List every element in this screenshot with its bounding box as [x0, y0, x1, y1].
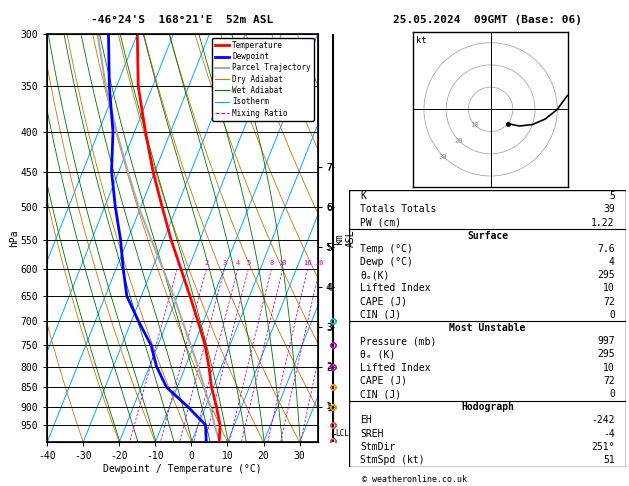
- Text: 72: 72: [603, 296, 615, 307]
- Text: 10: 10: [470, 122, 479, 128]
- Text: 51: 51: [603, 455, 615, 465]
- Y-axis label: km
ASL: km ASL: [334, 229, 355, 247]
- Text: CIN (J): CIN (J): [360, 310, 401, 320]
- Text: 5: 5: [246, 260, 250, 266]
- Text: 8: 8: [269, 260, 274, 266]
- Text: 4: 4: [236, 260, 240, 266]
- Text: 4: 4: [326, 283, 331, 292]
- Text: 72: 72: [603, 376, 615, 386]
- Text: Pressure (mb): Pressure (mb): [360, 336, 437, 346]
- Text: 5: 5: [326, 243, 331, 252]
- Text: PW (cm): PW (cm): [360, 218, 401, 227]
- Text: SREH: SREH: [360, 429, 384, 438]
- Text: 0: 0: [609, 310, 615, 320]
- Text: Hodograph: Hodograph: [461, 402, 514, 412]
- Text: CAPE (J): CAPE (J): [360, 296, 407, 307]
- X-axis label: Dewpoint / Temperature (°C): Dewpoint / Temperature (°C): [103, 464, 262, 474]
- Text: 39: 39: [603, 204, 615, 214]
- Text: StmDir: StmDir: [360, 442, 396, 452]
- Legend: Temperature, Dewpoint, Parcel Trajectory, Dry Adiabat, Wet Adiabat, Isotherm, Mi: Temperature, Dewpoint, Parcel Trajectory…: [212, 38, 314, 121]
- Text: 7: 7: [326, 163, 331, 172]
- Text: 10: 10: [279, 260, 287, 266]
- Text: θₑ (K): θₑ (K): [360, 349, 396, 360]
- Y-axis label: hPa: hPa: [9, 229, 19, 247]
- Text: 20: 20: [315, 260, 324, 266]
- Text: EH: EH: [360, 416, 372, 425]
- Text: 2: 2: [204, 260, 208, 266]
- Text: 295: 295: [597, 349, 615, 360]
- Text: CIN (J): CIN (J): [360, 389, 401, 399]
- Text: Dewp (°C): Dewp (°C): [360, 257, 413, 267]
- Text: 2: 2: [326, 363, 331, 371]
- Text: Surface: Surface: [467, 231, 508, 241]
- Text: © weatheronline.co.uk: © weatheronline.co.uk: [362, 474, 467, 484]
- Text: 25.05.2024  09GMT (Base: 06): 25.05.2024 09GMT (Base: 06): [393, 15, 582, 25]
- Text: StmSpd (kt): StmSpd (kt): [360, 455, 425, 465]
- Text: -46°24'S  168°21'E  52m ASL: -46°24'S 168°21'E 52m ASL: [91, 15, 274, 25]
- Text: -242: -242: [591, 416, 615, 425]
- Text: 1: 1: [175, 260, 179, 266]
- Text: 20: 20: [454, 139, 463, 144]
- Text: Lifted Index: Lifted Index: [360, 363, 431, 373]
- Text: 3: 3: [222, 260, 226, 266]
- Text: Most Unstable: Most Unstable: [449, 323, 526, 333]
- Text: Lifted Index: Lifted Index: [360, 283, 431, 294]
- Text: Totals Totals: Totals Totals: [360, 204, 437, 214]
- Text: kt: kt: [416, 36, 426, 45]
- Text: 10: 10: [603, 363, 615, 373]
- Text: 30: 30: [438, 155, 447, 160]
- Text: 251°: 251°: [591, 442, 615, 452]
- Text: 6: 6: [326, 203, 331, 212]
- Text: -4: -4: [603, 429, 615, 438]
- Text: 1.22: 1.22: [591, 218, 615, 227]
- Text: 4: 4: [609, 257, 615, 267]
- Text: K: K: [360, 191, 366, 201]
- Text: 3: 3: [326, 323, 331, 331]
- Text: 1: 1: [326, 402, 331, 411]
- Text: 295: 295: [597, 270, 615, 280]
- Text: 997: 997: [597, 336, 615, 346]
- Text: 10: 10: [603, 283, 615, 294]
- Text: CAPE (J): CAPE (J): [360, 376, 407, 386]
- Text: 5: 5: [609, 191, 615, 201]
- Text: LCL: LCL: [335, 429, 349, 438]
- Text: 16: 16: [303, 260, 312, 266]
- Text: 0: 0: [609, 389, 615, 399]
- Text: θₑ(K): θₑ(K): [360, 270, 389, 280]
- Text: Temp (°C): Temp (°C): [360, 244, 413, 254]
- Text: 7.6: 7.6: [597, 244, 615, 254]
